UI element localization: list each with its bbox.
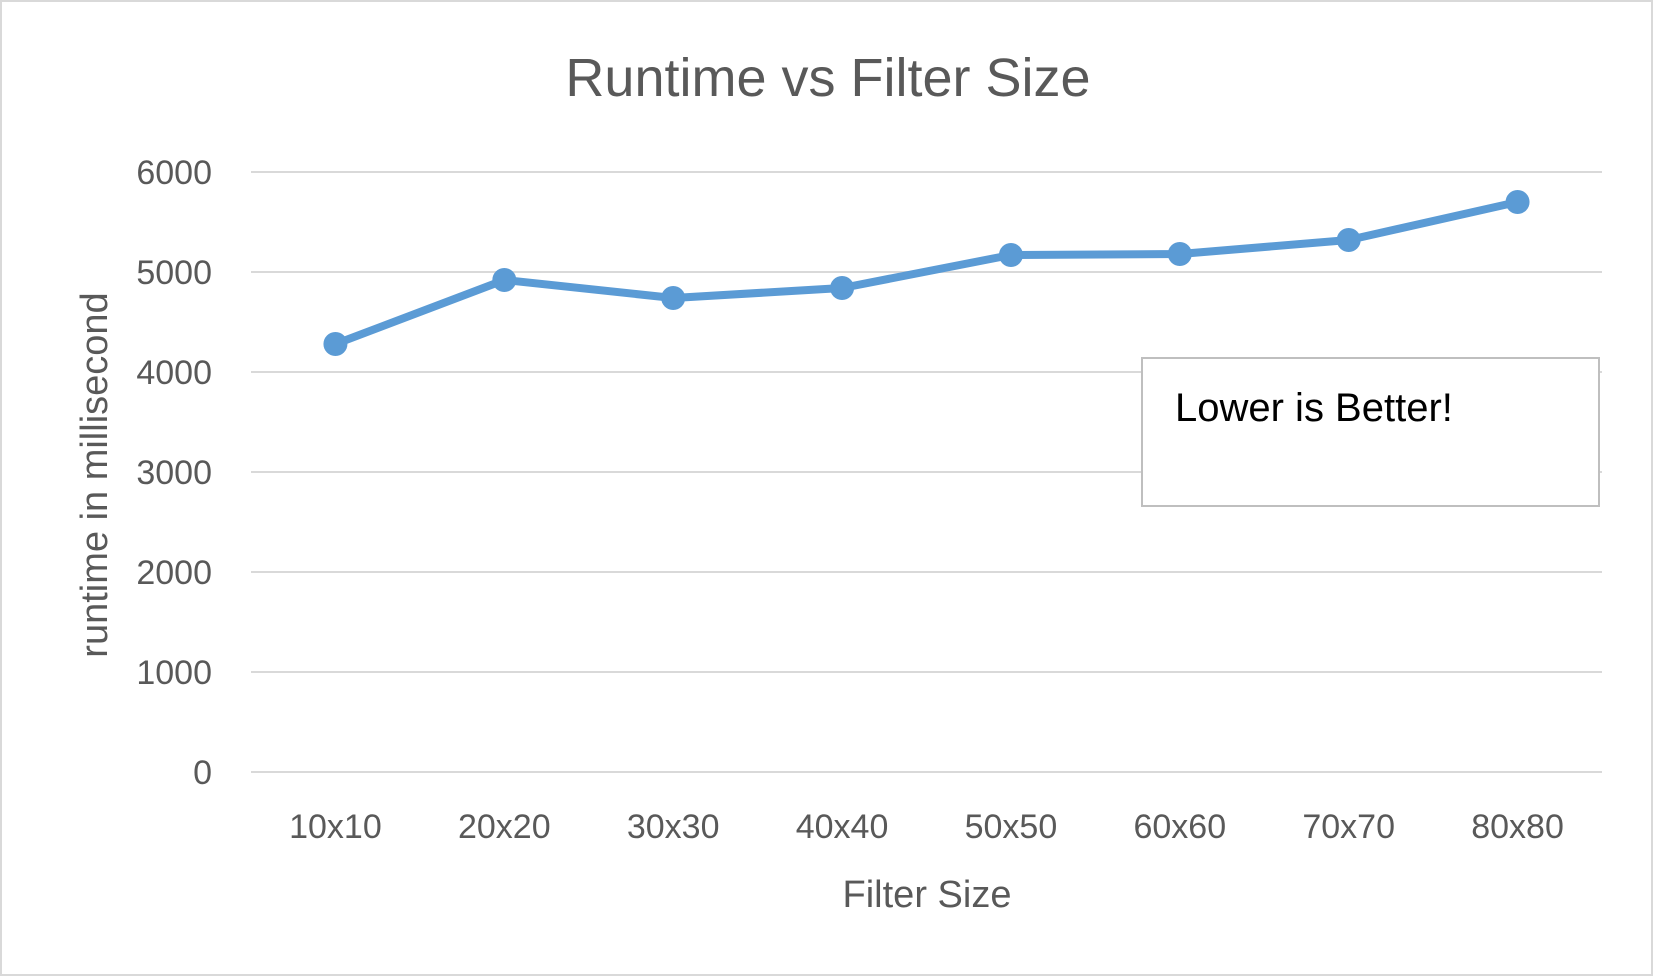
y-tick-labels: 0 1000 2000 3000 4000 5000 6000: [136, 154, 212, 792]
x-tick-labels: 10x10 20x20 30x30 40x40 50x50 60x60 70x70 80x80: [289, 808, 1564, 846]
y-tick-label: 1000: [136, 654, 212, 692]
x-tick-label: 80x80: [1471, 808, 1564, 846]
x-tick-label: 60x60: [1133, 808, 1226, 846]
y-axis-title: runtime in millisecond: [74, 292, 116, 657]
data-point: [998, 243, 1023, 267]
data-point: [1505, 190, 1530, 214]
data-point: [323, 332, 348, 356]
x-tick-label: 20x20: [458, 808, 551, 846]
y-tick-label: 3000: [136, 454, 212, 492]
x-tick-label: 40x40: [796, 808, 889, 846]
x-tick-label: 50x50: [965, 808, 1058, 846]
data-point: [830, 276, 855, 300]
annotation-box: Lower is Better!: [1141, 357, 1600, 507]
data-point: [661, 286, 686, 310]
series-line: [331, 198, 1522, 348]
x-tick-label: 30x30: [627, 808, 720, 846]
annotation-text: Lower is Better!: [1175, 386, 1453, 430]
data-point: [1336, 228, 1361, 252]
chart-title: Runtime vs Filter Size: [565, 48, 1090, 108]
data-point: [1167, 242, 1192, 266]
data-point: [492, 268, 517, 292]
y-tick-label: 0: [193, 754, 212, 792]
annotation-frame: [1141, 357, 1600, 507]
y-tick-label: 5000: [136, 254, 212, 292]
x-tick-label: 10x10: [289, 808, 382, 846]
x-axis-title: Filter Size: [843, 874, 1012, 916]
series-layer: [323, 190, 1530, 356]
y-tick-label: 6000: [136, 154, 212, 192]
y-tick-label: 4000: [136, 354, 212, 392]
y-tick-label: 2000: [136, 554, 212, 592]
x-tick-label: 70x70: [1302, 808, 1395, 846]
